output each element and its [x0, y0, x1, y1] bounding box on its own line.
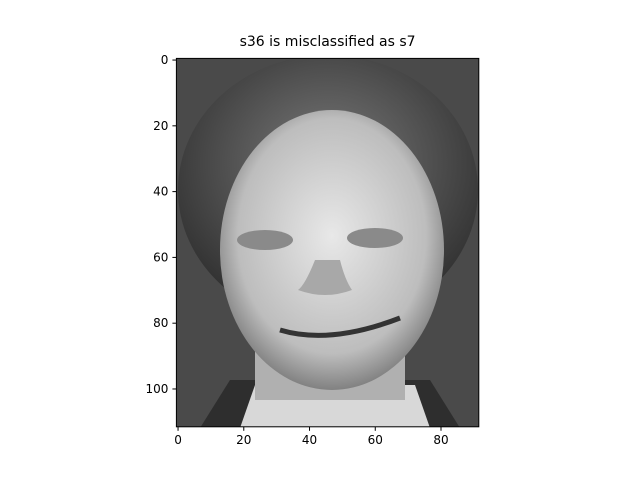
x-tick-label: 0	[174, 433, 182, 447]
y-tick-label: 60	[153, 250, 168, 264]
x-tick-label: 80	[433, 433, 448, 447]
y-tick-label: 80	[153, 316, 168, 330]
face-image	[176, 58, 479, 427]
x-tick-label: 60	[368, 433, 383, 447]
y-tick-label: 0	[161, 53, 169, 67]
y-tick-label: 100	[145, 382, 168, 396]
axes-frame	[175, 57, 480, 428]
chart-title: s36 is misclassified as s7	[240, 34, 416, 50]
y-tick-label: 40	[153, 185, 168, 199]
x-tick-label: 20	[236, 433, 251, 447]
x-tick-label: 40	[302, 433, 317, 447]
y-tick-label: 20	[153, 119, 168, 133]
